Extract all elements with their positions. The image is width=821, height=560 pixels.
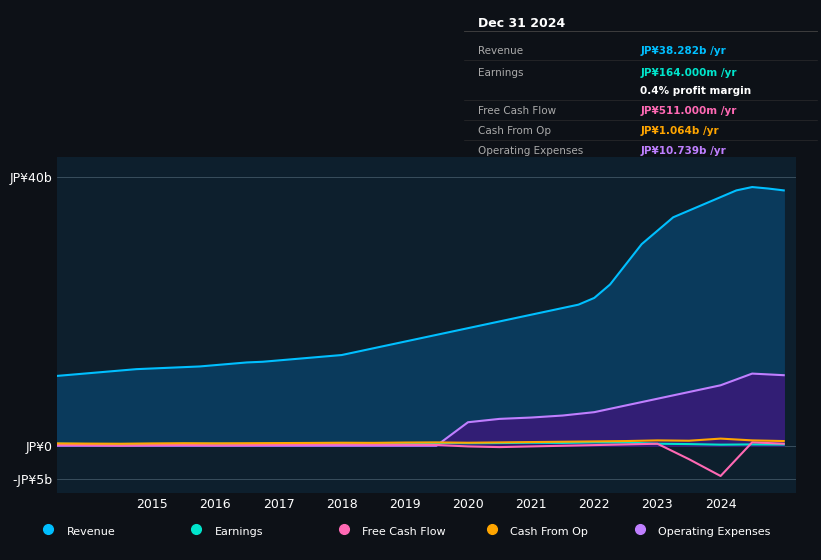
Text: JP¥1.064b /yr: JP¥1.064b /yr [640, 125, 719, 136]
Text: Earnings: Earnings [215, 527, 264, 537]
Text: Revenue: Revenue [478, 45, 523, 55]
Text: JP¥511.000m /yr: JP¥511.000m /yr [640, 106, 736, 115]
Text: Free Cash Flow: Free Cash Flow [478, 106, 556, 115]
Text: Cash From Op: Cash From Op [511, 527, 588, 537]
Text: Operating Expenses: Operating Expenses [658, 527, 770, 537]
Text: JP¥164.000m /yr: JP¥164.000m /yr [640, 68, 737, 78]
Text: Cash From Op: Cash From Op [478, 125, 551, 136]
Text: Earnings: Earnings [478, 68, 524, 78]
Text: Dec 31 2024: Dec 31 2024 [478, 17, 565, 30]
Text: Operating Expenses: Operating Expenses [478, 146, 583, 156]
Text: 0.4% profit margin: 0.4% profit margin [640, 86, 751, 96]
Text: JP¥10.739b /yr: JP¥10.739b /yr [640, 146, 726, 156]
Text: JP¥38.282b /yr: JP¥38.282b /yr [640, 45, 726, 55]
Text: Revenue: Revenue [67, 527, 116, 537]
Text: Free Cash Flow: Free Cash Flow [363, 527, 446, 537]
